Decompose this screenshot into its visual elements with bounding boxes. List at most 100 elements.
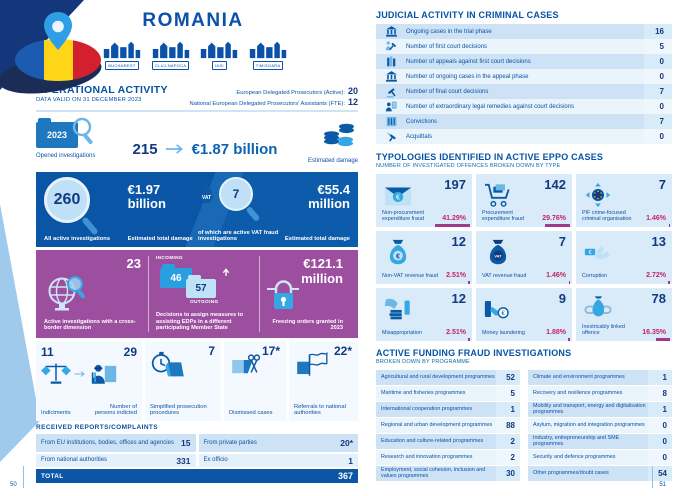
footer-divider bbox=[22, 466, 24, 488]
globe-magnifier-icon bbox=[44, 272, 88, 316]
simplified-label: Simplified prosecution procedures bbox=[150, 403, 207, 417]
typology-label: Misappropriation bbox=[382, 329, 422, 336]
funding-row-value: 2 bbox=[496, 450, 520, 465]
freezing-amount: €121.1 million bbox=[301, 256, 343, 286]
incoming-folder-icon: 46 bbox=[160, 264, 192, 288]
percent-bar bbox=[544, 224, 570, 227]
data-valid-label: DATA VALID ON 31 DECEMBER 2023 bbox=[36, 97, 142, 103]
received-reports-section: RECEIVED REPORTS/COMPLAINTS From EU inst… bbox=[36, 424, 358, 483]
funding-row: Mobility and transport, energy and digit… bbox=[528, 402, 672, 417]
percent-bar bbox=[568, 338, 570, 341]
folder-2023-icon: 2023 bbox=[36, 118, 78, 148]
typology-percent: 16.35% bbox=[642, 329, 666, 336]
typology-count: 142 bbox=[544, 177, 566, 192]
funding-row-value: 54 bbox=[648, 466, 672, 481]
report-source-label: From national authorities bbox=[41, 457, 108, 464]
funding-row-value: 2 bbox=[496, 434, 520, 449]
reports-total-row: TOTAL 367 bbox=[36, 469, 358, 483]
prosecutors-list: European Delegated Prosecutors (Active):… bbox=[190, 84, 358, 107]
money-stack-icon bbox=[320, 120, 358, 148]
svg-text:€: € bbox=[396, 252, 400, 261]
total-value: 367 bbox=[337, 471, 353, 481]
typology-label: Non-VAT revenue fraud bbox=[382, 272, 439, 279]
judicial-row: Convictions 7 bbox=[376, 114, 672, 129]
typology-percent: 2.72% bbox=[646, 272, 666, 279]
funding-row-label: Education and culture-related programmes bbox=[381, 437, 484, 444]
reports-cell: From EU institutions, bodies, offices an… bbox=[36, 434, 196, 452]
flag-icon bbox=[294, 351, 330, 379]
percent-bar bbox=[467, 338, 470, 341]
judicial-row-label: Number of extraordinary legal remedies a… bbox=[406, 103, 575, 110]
pin-on-flag-disc-icon bbox=[0, 0, 102, 94]
typologies-grid: 197 € Non-procurement expenditure fraud … bbox=[376, 174, 672, 341]
city-skyline-icon bbox=[151, 38, 191, 60]
funding-col-left: Agricultural and rural development progr… bbox=[376, 370, 520, 481]
typology-label: Procurement expenditure fraud bbox=[482, 209, 524, 222]
persons-indicted-label: Number of persons indicted bbox=[94, 403, 137, 417]
city-label: CLUJ-NAPOCA bbox=[151, 61, 190, 70]
funding-row-value: 0 bbox=[648, 434, 672, 449]
money-laundering-icon: € bbox=[483, 296, 513, 322]
typology-count: 7 bbox=[558, 234, 566, 249]
page-number: 50 bbox=[10, 482, 17, 488]
padlock-icon bbox=[266, 278, 300, 314]
typology-percent: 2.51% bbox=[446, 329, 466, 336]
judicial-row-label: Acquittals bbox=[406, 133, 433, 140]
arrow-right-icon bbox=[165, 144, 185, 154]
moneybag-vat-icon: VAT bbox=[483, 239, 513, 265]
report-source-label: Ex officio bbox=[203, 457, 228, 464]
vat-drop-icon: VAT bbox=[198, 182, 215, 206]
funding-row: Recovery and resilience programmes 8 bbox=[528, 386, 672, 401]
opened-count: 215 bbox=[132, 140, 158, 158]
total-label: TOTAL bbox=[41, 472, 64, 480]
gavel-icon bbox=[385, 85, 398, 98]
typology-percent: 1.46% bbox=[646, 215, 666, 222]
percent-bar bbox=[668, 224, 670, 227]
funding-subtitle: BROKEN DOWN BY PROGRAMME bbox=[376, 359, 470, 365]
funding-row-value: 1 bbox=[648, 402, 672, 417]
city-label: IASI bbox=[211, 61, 227, 70]
judicial-row-label: Convictions bbox=[406, 118, 438, 125]
incoming-label: INCOMING bbox=[156, 256, 183, 261]
funding-row-label: Regional and urban development programme… bbox=[381, 421, 493, 428]
folder-year: 2023 bbox=[46, 130, 68, 140]
funding-row: Industry, entrepreneurship and SME progr… bbox=[528, 434, 672, 449]
funding-row-value: 0 bbox=[648, 418, 672, 433]
svg-text:VAT: VAT bbox=[202, 195, 212, 201]
typology-tile: 142 Procurement expenditure fraud 29.76% bbox=[476, 174, 572, 227]
judicial-row-value: 5 bbox=[644, 39, 672, 54]
funding-row: Regional and urban development programme… bbox=[376, 418, 520, 433]
funding-row: International cooperation programmes 1 bbox=[376, 402, 520, 417]
opened-investigations-panel: 2023 Opened investigations 215 €1.87 bil… bbox=[36, 110, 358, 170]
funding-row-label: Employment, social cohesion, inclusion a… bbox=[381, 466, 486, 479]
funding-row-label: Climate and environment programmes bbox=[533, 373, 625, 380]
typology-count: 12 bbox=[451, 234, 466, 249]
prosecutor-value: 12 bbox=[347, 97, 358, 107]
judicial-row-value: 16 bbox=[644, 24, 672, 39]
city-skyline-icon bbox=[102, 38, 142, 60]
typology-label: Corruption bbox=[582, 272, 608, 279]
judicial-title: JUDICIAL ACTIVITY IN CRIMINAL CASES bbox=[376, 10, 559, 20]
opened-amount: €1.87 billion bbox=[191, 140, 278, 158]
arrow-up-icon bbox=[222, 267, 230, 277]
page-left: ROMANIA BUCHAREST CLUJ-NAPOCA IASI TIMIS… bbox=[0, 0, 366, 496]
city-label: TIMISOARA bbox=[252, 61, 284, 70]
typologies-section: TYPOLOGIES IDENTIFIED IN ACTIVE EPPO CAS… bbox=[376, 152, 672, 341]
funding-title: ACTIVE FUNDING FRAUD INVESTIGATIONS bbox=[376, 348, 572, 358]
reports-row: From EU institutions, bodies, offices an… bbox=[36, 434, 358, 452]
report-count: 1 bbox=[348, 455, 353, 466]
page-number-left: 50 bbox=[10, 466, 24, 488]
typology-count: 9 bbox=[558, 291, 566, 306]
moneybag-euro-icon: € bbox=[383, 239, 413, 265]
funding-row-value: 88 bbox=[496, 418, 520, 433]
typology-tile: 7 PIF crime-focused criminal organisatio… bbox=[576, 174, 672, 227]
typology-label: PIF crime-focused criminal organisation bbox=[582, 209, 632, 222]
city-item: TIMISOARA bbox=[246, 38, 290, 70]
funding-row-label: Security and defence programmes bbox=[533, 453, 616, 460]
left-decorative-wedge bbox=[0, 204, 40, 462]
funding-row-value: 1 bbox=[496, 402, 520, 417]
case-outcome-tiles: 11 29 Indictments Number of persons indi… bbox=[36, 341, 358, 421]
typology-count: 197 bbox=[444, 177, 466, 192]
judicial-row: Number of ongoing cases in the appeal ph… bbox=[376, 69, 672, 84]
chain-moneybag-icon bbox=[583, 296, 613, 322]
